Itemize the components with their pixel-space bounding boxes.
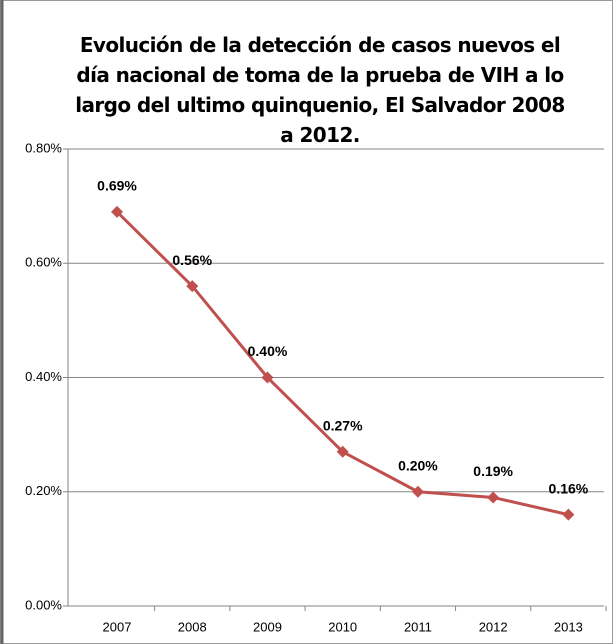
marker [411, 485, 424, 498]
data-label: 0.19% [473, 463, 513, 479]
marker [186, 280, 199, 293]
y-tick-label: 0.80% [25, 140, 62, 155]
data-label: 0.20% [398, 457, 438, 473]
data-label: 0.69% [97, 178, 137, 194]
y-tick-label: 0.40% [25, 369, 62, 384]
y-tick-label: 0.60% [25, 255, 62, 270]
x-tick-label: 2009 [253, 619, 282, 634]
data-label: 0.40% [248, 343, 288, 359]
x-tick-label: 2008 [178, 619, 207, 634]
data-label: 0.56% [172, 252, 212, 268]
marker [261, 371, 274, 384]
marker [111, 205, 124, 218]
x-tick-label: 2011 [404, 619, 432, 634]
x-tick-label: 2007 [103, 619, 132, 634]
marker [562, 508, 575, 521]
marker [487, 491, 500, 504]
chart-title: Evolución de la detección de casos nuevo… [75, 33, 565, 147]
data-label: 0.16% [549, 480, 589, 496]
y-tick-label: 0.20% [25, 483, 62, 498]
x-tick-label: 2012 [479, 619, 508, 634]
x-tick-label: 2013 [554, 619, 583, 634]
data-label: 0.27% [323, 417, 363, 433]
marker [336, 445, 349, 458]
y-tick-label: 0.00% [25, 597, 62, 612]
x-tick-label: 2010 [328, 619, 357, 634]
